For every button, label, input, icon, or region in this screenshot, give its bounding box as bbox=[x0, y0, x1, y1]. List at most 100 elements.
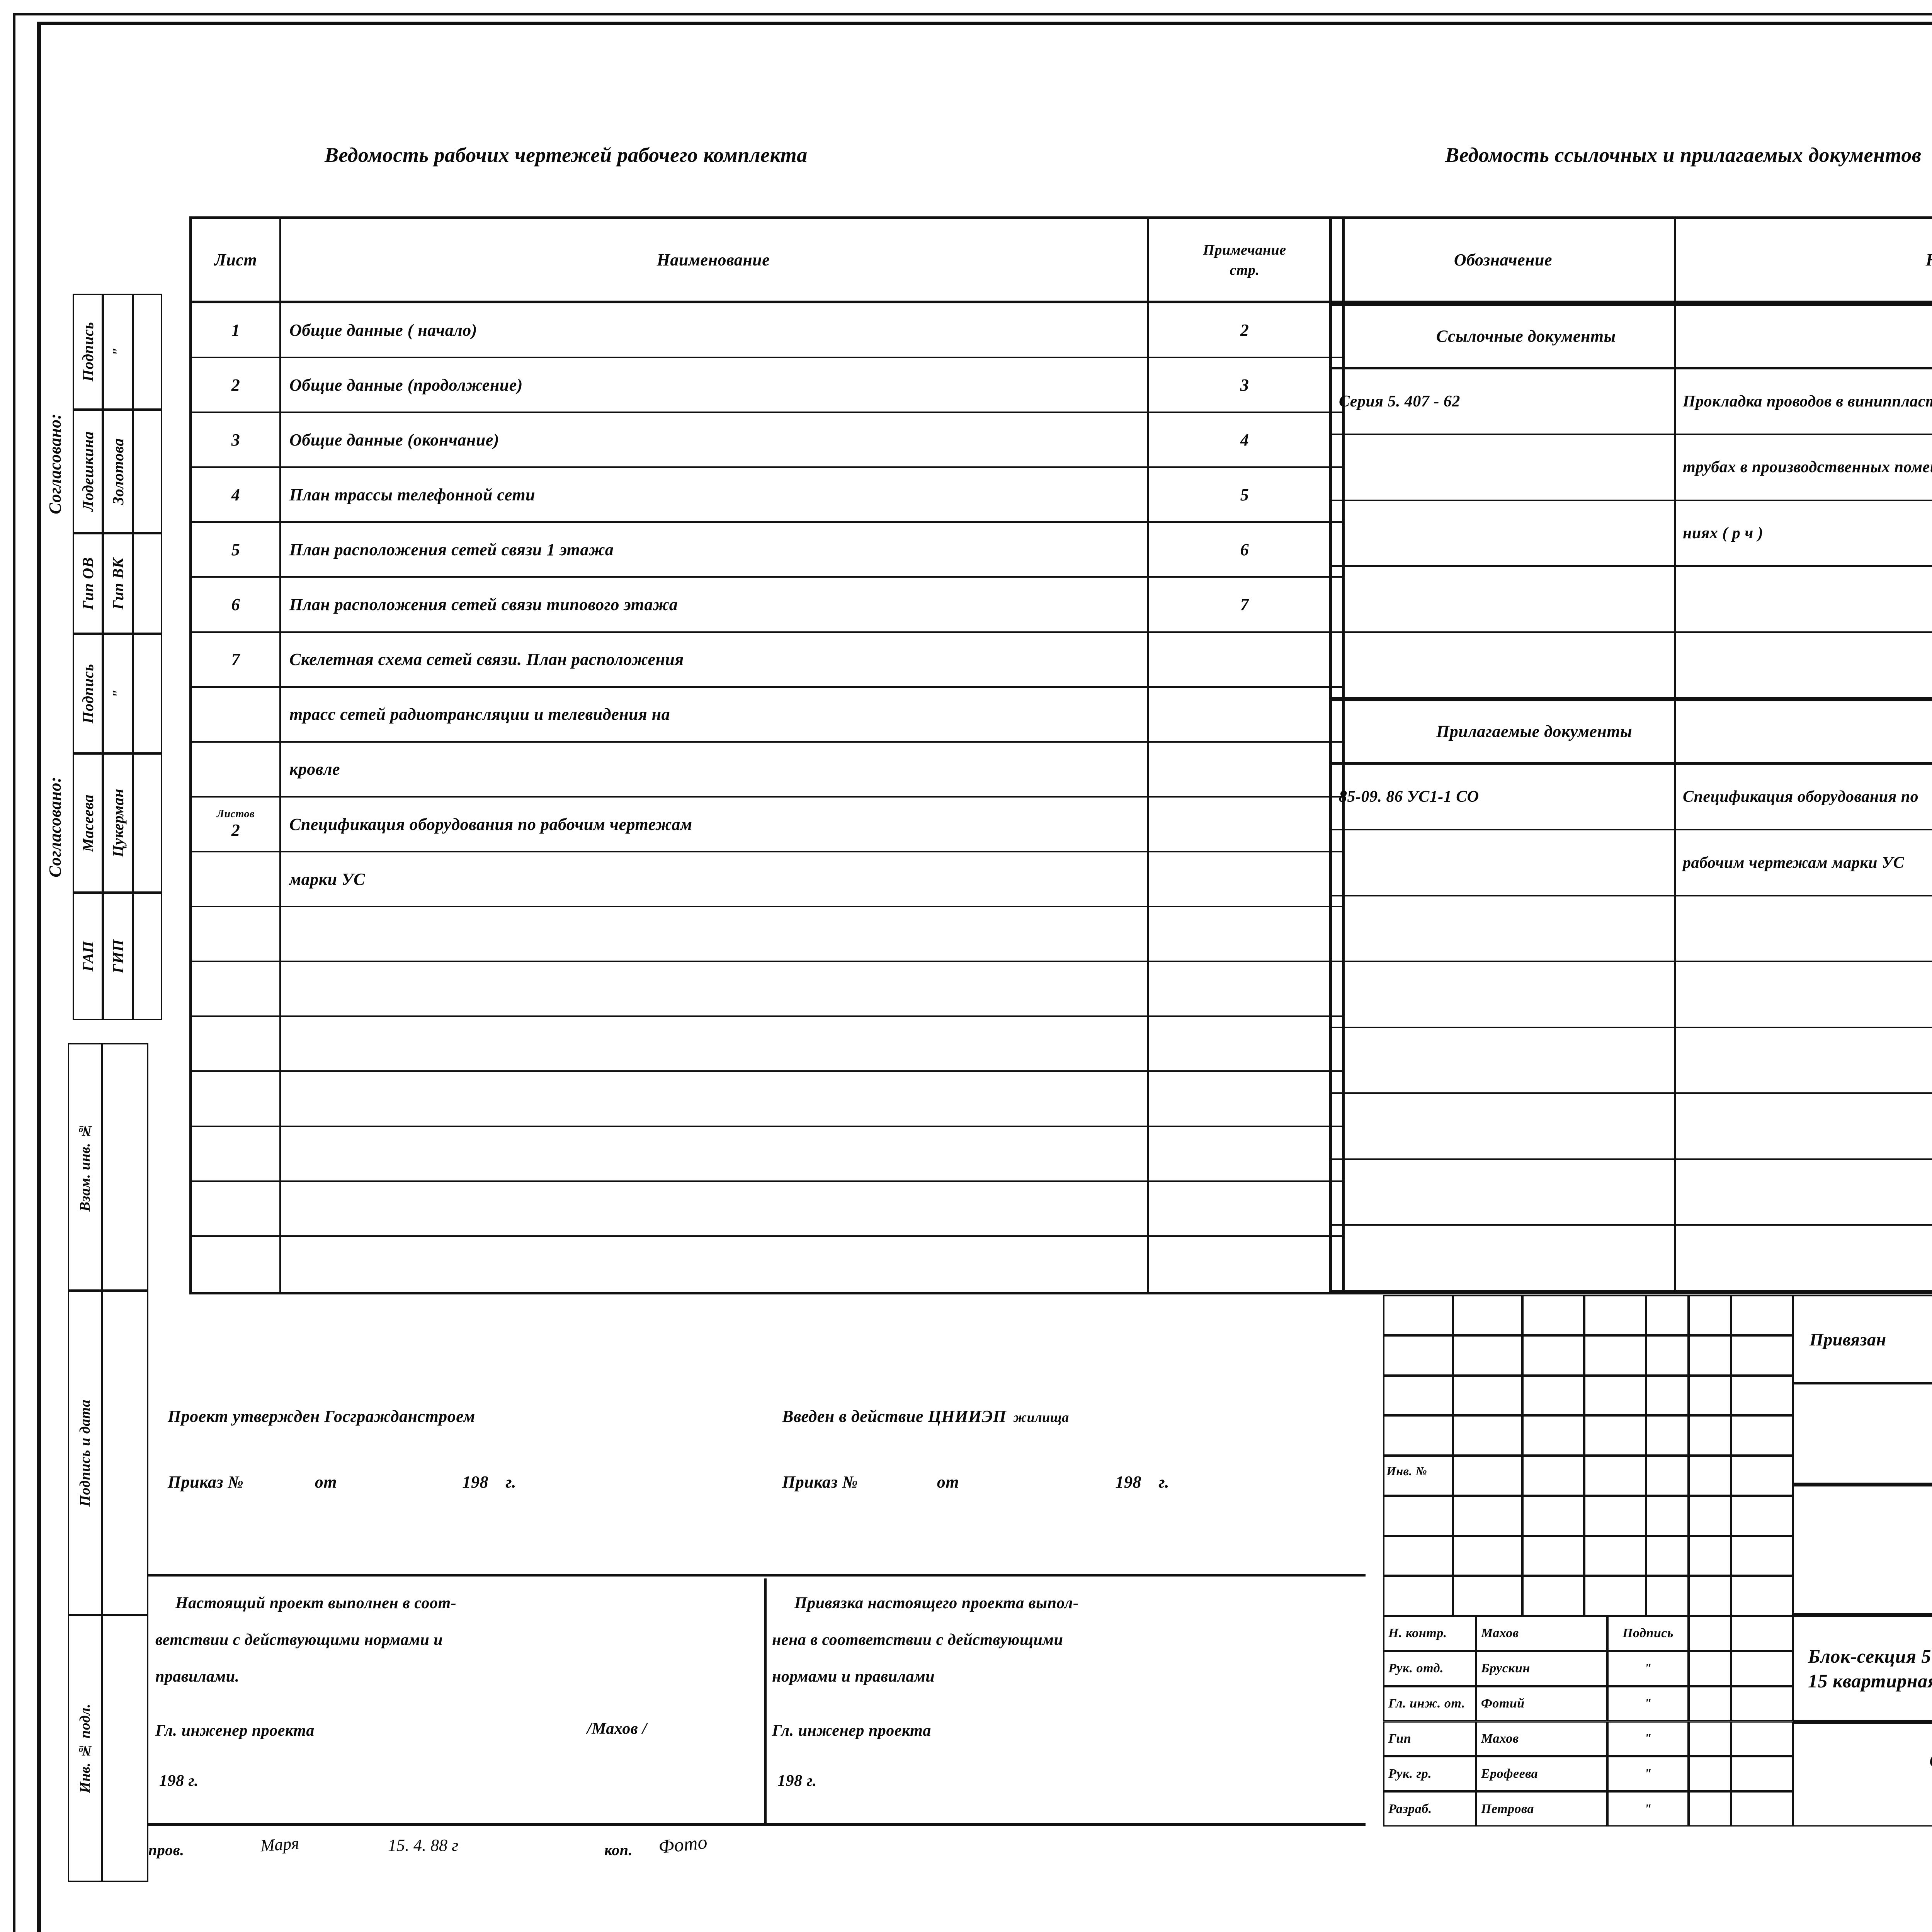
cell-sheet-no: 5 bbox=[192, 523, 279, 576]
revision-grid-cell bbox=[1383, 1536, 1453, 1576]
stamp-inv-podl: Инв. № подл. bbox=[68, 1615, 102, 1882]
table-row bbox=[192, 1182, 1342, 1237]
sheet-inner-frame bbox=[37, 22, 1932, 1932]
cell-drawing-name: План расположения сетей связи типового э… bbox=[289, 595, 678, 614]
right-table-title: Ведомость ссылочных и прилагаемых докуме… bbox=[1445, 143, 1922, 167]
table-row: 4 План трассы телефонной сети 5 bbox=[192, 468, 1342, 523]
cell-note-page bbox=[1147, 1237, 1342, 1292]
revision-grid-cell bbox=[1453, 1495, 1522, 1536]
left-table-vline-1 bbox=[279, 219, 281, 1292]
cell-drawing-name: План трассы телефонной сети bbox=[289, 485, 536, 504]
cell-sheet-no bbox=[192, 743, 279, 796]
role-name-cell: Фотий bbox=[1476, 1686, 1607, 1721]
right-table-header-name: Наименование bbox=[1674, 219, 1932, 301]
cell-document-name bbox=[1674, 1028, 1932, 1093]
right-table-header-row: Обозначение Наименование Примечание bbox=[1332, 219, 1932, 303]
table-row: 7 Скелетная схема сетей связи. План распо… bbox=[192, 633, 1342, 688]
cell-document-name: ниях ( р ч ) bbox=[1683, 524, 1764, 542]
cell-note-page: 7 bbox=[1240, 595, 1249, 614]
approval-right-line2: Приказ № от 198 г. bbox=[782, 1473, 1170, 1492]
cell-document-name: трубах в производственных помеще- bbox=[1683, 458, 1932, 476]
cell-sheet-no bbox=[192, 1127, 279, 1180]
statement-left-block: Настоящий проект выполнен в соот- ветств… bbox=[148, 1578, 767, 1826]
revision-grid-cell bbox=[1646, 1295, 1689, 1335]
cell-sheet-no: 4 bbox=[192, 468, 279, 521]
stamp-podpis-data: Подпись и дата bbox=[68, 1291, 102, 1615]
table-row: кровле bbox=[192, 743, 1342, 798]
cell-document-name bbox=[1674, 1160, 1932, 1225]
table-row bbox=[1332, 1226, 1932, 1292]
cell-sheet-count-label: Листов bbox=[216, 808, 255, 820]
stamp-podpis-data-value bbox=[102, 1291, 148, 1615]
stamp-inv-podl-value bbox=[102, 1615, 148, 1882]
table-row bbox=[1332, 1028, 1932, 1094]
privyazan-cell: Привязан bbox=[1793, 1295, 1932, 1383]
role-blank-cell bbox=[1731, 1686, 1793, 1721]
role-label-cell: Гл. инж. от. bbox=[1383, 1686, 1476, 1721]
left-table-header-name: Наименование bbox=[656, 250, 770, 269]
table-row bbox=[192, 1017, 1342, 1072]
table-row bbox=[1332, 1094, 1932, 1160]
role-name-cell: Ерофеева bbox=[1476, 1756, 1607, 1792]
statement-right-line3: нормами и правилами bbox=[772, 1668, 935, 1685]
soglasovano-2-name-2: Цукерман bbox=[103, 753, 133, 893]
revision-grid-cell bbox=[1646, 1456, 1689, 1496]
revision-grid-cell bbox=[1689, 1295, 1731, 1335]
role-sign-cell: " bbox=[1607, 1791, 1689, 1827]
revision-grid-cell bbox=[1522, 1456, 1584, 1496]
revision-grid-cell bbox=[1689, 1456, 1731, 1496]
table-row: марки УС bbox=[192, 852, 1342, 908]
revision-grid-cell bbox=[1453, 1415, 1522, 1456]
role-label-cell: Рук. отд. bbox=[1383, 1651, 1476, 1686]
cell-note-page: 6 bbox=[1240, 540, 1249, 559]
soglasovano-2-role-1: ГАП bbox=[73, 893, 103, 1020]
cell-sheet-no bbox=[192, 1182, 279, 1235]
object-name-cell: Блок-секция 5 этажная 15 квартирная bbox=[1793, 1616, 1932, 1721]
left-table-title: Ведомость рабочих чертежей рабочего комп… bbox=[325, 143, 808, 167]
table-row: рабочим чертежам марки УСстр. 9÷10 bbox=[1332, 830, 1932, 896]
revision-grid-cell bbox=[1646, 1576, 1689, 1616]
cell-sheet-value: 3 bbox=[231, 430, 240, 449]
table-row: 6 План расположения сетей связи типового … bbox=[192, 578, 1342, 633]
revision-grid-cell bbox=[1689, 1375, 1731, 1416]
soglasovano-1-name-1: Лодешкина bbox=[73, 410, 103, 533]
approval-right-line1: Введен в действие ЦНИИЭП жилища bbox=[782, 1407, 1069, 1426]
cell-sheet-value: 6 bbox=[231, 595, 240, 614]
revision-grid-cell bbox=[1584, 1295, 1646, 1335]
revision-grid-cell bbox=[1522, 1576, 1584, 1616]
statement-left-year: 198 г. bbox=[159, 1772, 199, 1790]
stamp-vzam-inv-value bbox=[102, 1043, 148, 1291]
table-section-title: Ссылочные документы bbox=[1332, 303, 1932, 369]
cell-designation bbox=[1332, 1028, 1674, 1093]
cell-designation bbox=[1332, 435, 1674, 500]
revision-grid-cell bbox=[1522, 1415, 1584, 1456]
cell-document-name bbox=[1674, 896, 1932, 961]
cell-drawing-name: План расположения сетей связи 1 этажа bbox=[289, 540, 614, 559]
left-table-header-note: Примечание стр. bbox=[1203, 242, 1286, 278]
revision-grid-cell bbox=[1646, 1335, 1689, 1376]
left-table-header-sheet: Лист bbox=[214, 250, 257, 269]
table-row: 3 Общие данные (окончание) 4 bbox=[192, 413, 1342, 468]
role-blank-cell bbox=[1689, 1721, 1731, 1757]
cell-drawing-name: марки УС bbox=[289, 869, 365, 889]
table-row: трубах в производственных помеще- bbox=[1332, 435, 1932, 501]
table-row: 1 Общие данные ( начало) 2 bbox=[192, 303, 1342, 359]
right-table-header-code: Обозначение bbox=[1454, 250, 1553, 269]
bottom-signature-strip: пров. Маря 15. 4. 88 г коп. Фото bbox=[148, 1828, 844, 1878]
revision-grid-cell bbox=[1646, 1536, 1689, 1576]
cell-designation bbox=[1332, 1226, 1674, 1291]
cell-document-name bbox=[1674, 1226, 1932, 1291]
statement-left-line2: ветствии с действующими нормами и bbox=[155, 1631, 443, 1649]
table-row bbox=[192, 907, 1342, 963]
soglasovano-1-extra-3 bbox=[133, 533, 162, 634]
soglasovano-1-role-2: Гип ВК bbox=[103, 533, 133, 634]
role-blank-cell bbox=[1731, 1616, 1793, 1651]
revision-grid-cell bbox=[1584, 1536, 1646, 1576]
table-row: Серия 5. 407 - 62 Прокладка проводов в ви… bbox=[1332, 369, 1932, 435]
cell-note-page bbox=[1147, 1182, 1342, 1235]
statement-left-line4: Гл. инженер проекта bbox=[155, 1722, 315, 1740]
cell-document-name: Прокладка проводов в виниппластовых bbox=[1683, 392, 1932, 410]
statement-right-line2: нена в соответствии с действующими bbox=[772, 1631, 1063, 1649]
cell-note-page: 2 bbox=[1240, 320, 1249, 340]
cell-drawing-name: трасс сетей радиотрансляции и телевидени… bbox=[289, 705, 670, 724]
